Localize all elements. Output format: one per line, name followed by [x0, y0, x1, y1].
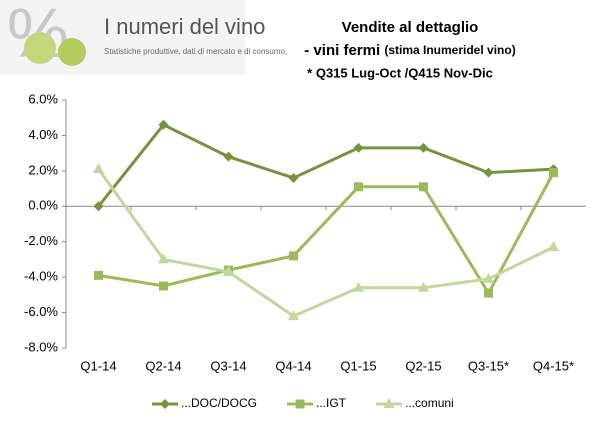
x-tick-label: Q3-15* — [468, 358, 509, 373]
y-tick-label: 0.0% — [28, 198, 58, 213]
x-tick-label: Q2-14 — [145, 358, 181, 373]
point — [353, 142, 364, 153]
y-tick-label: -2.0% — [24, 233, 58, 248]
logo-grape — [24, 32, 56, 64]
x-tick-label: Q3-14 — [210, 358, 246, 373]
point — [418, 281, 429, 292]
x-tick-label: Q2-15 — [405, 358, 441, 373]
legend-marker — [295, 399, 305, 409]
point — [418, 142, 429, 153]
y-tick-label: 4.0% — [28, 127, 58, 142]
point — [353, 281, 364, 292]
legend-label: ...DOC/DOCG — [181, 396, 257, 410]
point — [288, 172, 299, 183]
x-tick-label: Q1-14 — [80, 358, 116, 373]
point — [483, 167, 494, 178]
point — [223, 151, 234, 162]
subtitle-part: - vini fermi — [304, 42, 380, 59]
subtitle-part: (stima Inumeridel vino) — [384, 43, 515, 57]
legend-label: ...IGT — [316, 396, 347, 410]
y-tick-label: 2.0% — [28, 162, 58, 177]
logo-title: I numeri del vino — [104, 14, 265, 39]
y-tick-label: 6.0% — [28, 91, 58, 106]
point — [158, 253, 169, 264]
legend-label: ...comuni — [405, 396, 454, 410]
point — [94, 270, 103, 280]
x-tick-label: Q4-14 — [275, 358, 311, 373]
series-line — [97, 122, 554, 208]
point — [223, 265, 234, 276]
legend-marker — [383, 398, 395, 408]
chart-title: Vendite al dettaglio — [342, 19, 479, 36]
x-tick-label: Q1-15 — [340, 358, 376, 373]
logo: % I numeri del vino Statistiche produtti… — [0, 0, 287, 75]
y-tick-label: -6.0% — [24, 304, 58, 319]
chart-annotation: * Q315 Lug-Oct /Q415 Nov-Dic — [307, 65, 493, 80]
series-line — [98, 171, 555, 297]
series-line — [97, 168, 555, 318]
y-tick-label: -8.0% — [24, 339, 58, 354]
logo-grape — [58, 38, 86, 66]
point — [419, 182, 428, 192]
logo-subtitle: Statistiche produttive, dati di mercato … — [104, 47, 287, 56]
point — [483, 272, 494, 283]
chart-subtitle: - vini fermi (stima Inumeridel vino) — [304, 42, 515, 59]
point — [548, 241, 559, 252]
point — [549, 168, 558, 178]
point — [93, 201, 104, 212]
y-tick-label: -4.0% — [24, 269, 58, 284]
point — [159, 281, 168, 291]
point — [354, 182, 363, 192]
point — [288, 310, 299, 321]
point — [158, 119, 169, 130]
point — [484, 288, 493, 298]
point — [93, 163, 104, 174]
x-tick-label: Q4-15* — [533, 358, 574, 373]
point — [289, 251, 298, 261]
legend-marker — [160, 399, 170, 409]
